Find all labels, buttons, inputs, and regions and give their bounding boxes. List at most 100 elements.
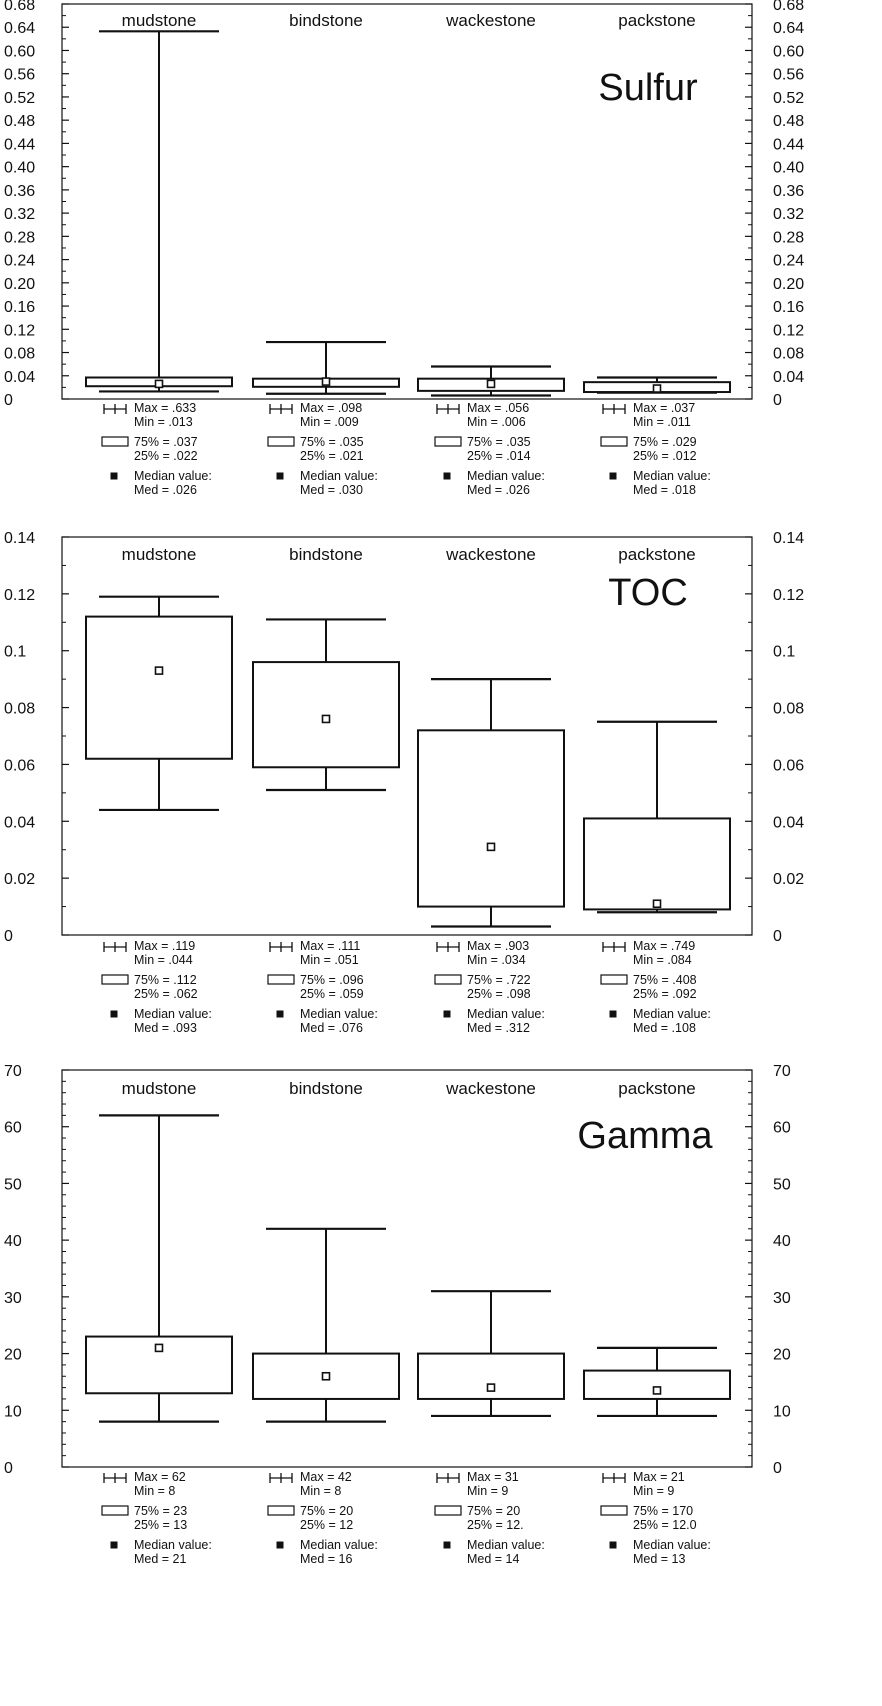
legend-q3-text: 75% = .037 — [134, 435, 198, 449]
sulfur-y-tick-label-right: 0.20 — [773, 276, 804, 293]
sulfur-y-tick-label-right: 0.48 — [773, 113, 804, 130]
legend-median-label: Median value: — [134, 469, 212, 483]
toc-y-tick-label-right: 0.06 — [773, 757, 804, 774]
legend-median-text: Med = .076 — [300, 1021, 363, 1035]
median-marker — [488, 1384, 495, 1391]
gamma-category-label: bindstone — [289, 1079, 363, 1098]
toc-box-packstone — [584, 722, 730, 912]
box-symbol — [268, 1506, 294, 1515]
legend-q1-text: 25% = 13 — [134, 1518, 187, 1532]
toc-y-tick-label-right: 0.14 — [773, 530, 804, 547]
gamma-y-tick-label-right: 70 — [773, 1063, 791, 1080]
sulfur-y-tick-label: 0.08 — [4, 346, 35, 363]
legend-min-text: Min = 8 — [134, 1484, 175, 1498]
sulfur-plot-frame — [62, 4, 752, 399]
gamma-y-tick-label: 0 — [4, 1460, 13, 1477]
sulfur-box-bindstone — [253, 342, 399, 394]
box-symbol — [601, 1506, 627, 1515]
sulfur-box-wackestone — [418, 366, 564, 395]
median-marker — [156, 1344, 163, 1351]
toc-y-tick-label: 0 — [4, 928, 13, 945]
sulfur-category-label: packstone — [618, 11, 696, 30]
legend-min-text: Min = 9 — [467, 1484, 508, 1498]
legend-q1-text: 25% = .021 — [300, 449, 364, 463]
legend-median-text: Med = 21 — [134, 1552, 187, 1566]
sulfur-y-tick-label-right: 0.60 — [773, 43, 804, 60]
legend-median-text: Med = .312 — [467, 1021, 530, 1035]
legend-max-text: Max = .633 — [134, 401, 196, 415]
median-symbol — [444, 473, 450, 479]
median-symbol — [111, 1542, 117, 1548]
sulfur-y-tick-label: 0.60 — [4, 43, 35, 60]
gamma-box-mudstone — [86, 1115, 232, 1421]
legend-max-text: Max = 42 — [300, 1470, 352, 1484]
box-symbol — [268, 975, 294, 984]
box-symbol — [435, 437, 461, 446]
sulfur-y-tick-label: 0.12 — [4, 322, 35, 339]
legend-min-text: Min = .009 — [300, 415, 359, 429]
sulfur-y-tick-label-right: 0.32 — [773, 206, 804, 223]
median-symbol — [610, 1011, 616, 1017]
legend-q3-text: 75% = .722 — [467, 973, 531, 987]
gamma-y-tick-label: 60 — [4, 1120, 22, 1137]
median-symbol — [111, 473, 117, 479]
legend-q1-text: 25% = .098 — [467, 987, 531, 1001]
legend-q1-text: 25% = .022 — [134, 449, 198, 463]
sulfur-y-tick-label: 0.36 — [4, 183, 35, 200]
toc-y-tick-label: 0.1 — [4, 644, 26, 661]
median-marker — [654, 385, 661, 392]
box-symbol — [268, 437, 294, 446]
toc-y-tick-label: 0.12 — [4, 587, 35, 604]
toc-y-tick-label-right: 0 — [773, 928, 782, 945]
legend-q1-text: 25% = .012 — [633, 449, 697, 463]
legend-min-text: Min = .011 — [633, 415, 691, 429]
sulfur-y-tick-label: 0.56 — [4, 67, 35, 84]
sulfur-y-tick-label-right: 0.28 — [773, 229, 804, 246]
median-symbol — [610, 473, 616, 479]
legend-median-text: Med = 13 — [633, 1552, 686, 1566]
median-symbol — [610, 1542, 616, 1548]
gamma-y-tick-label-right: 60 — [773, 1120, 791, 1137]
legend-max-text: Max = .903 — [467, 939, 529, 953]
gamma-box-bindstone — [253, 1229, 399, 1422]
sulfur-y-tick-label: 0.48 — [4, 113, 35, 130]
sulfur-y-tick-label-right: 0.08 — [773, 346, 804, 363]
legend-median-label: Median value: — [467, 1007, 545, 1021]
legend-q1-text: 25% = 12.0 — [633, 1518, 697, 1532]
legend-median-label: Median value: — [467, 469, 545, 483]
gamma-y-tick-label: 50 — [4, 1176, 22, 1193]
toc-y-tick-label: 0.04 — [4, 814, 35, 831]
toc-y-tick-label-right: 0.08 — [773, 701, 804, 718]
sulfur-y-tick-label: 0.28 — [4, 229, 35, 246]
toc-y-tick-label: 0.14 — [4, 530, 35, 547]
median-symbol — [277, 1542, 283, 1548]
gamma-y-tick-label-right: 10 — [773, 1403, 791, 1420]
sulfur-y-tick-label: 0.68 — [4, 0, 35, 14]
sulfur-y-tick-label: 0.24 — [4, 253, 35, 270]
box-symbol — [601, 975, 627, 984]
sulfur-panel: 0 0 0.04 0.04 0.08 0.08 0.12 0.12 0.16 0.16 0.20 0.… — [4, 0, 804, 497]
sulfur-y-tick-label-right: 0.24 — [773, 253, 804, 270]
interquartile-box — [418, 730, 564, 906]
legend-q1-text: 25% = .062 — [134, 987, 198, 1001]
median-marker — [156, 380, 163, 387]
box-symbol — [102, 1506, 128, 1515]
gamma-category-label: packstone — [618, 1079, 696, 1098]
sulfur-y-tick-label-right: 0.04 — [773, 369, 804, 386]
toc-parameter-label: TOC — [608, 572, 688, 614]
legend-min-text: Min = 8 — [300, 1484, 341, 1498]
legend-median-text: Med = 14 — [467, 1552, 520, 1566]
legend-max-text: Max = .111 — [300, 939, 360, 953]
sulfur-y-tick-label-right: 0.36 — [773, 183, 804, 200]
toc-y-tick-label: 0.08 — [4, 701, 35, 718]
interquartile-box — [584, 818, 730, 909]
toc-category-label: bindstone — [289, 545, 363, 564]
toc-category-label: mudstone — [122, 545, 197, 564]
sulfur-y-tick-label: 0.20 — [4, 276, 35, 293]
median-marker — [488, 843, 495, 850]
gamma-parameter-label: Gamma — [577, 1115, 713, 1157]
median-symbol — [277, 1011, 283, 1017]
